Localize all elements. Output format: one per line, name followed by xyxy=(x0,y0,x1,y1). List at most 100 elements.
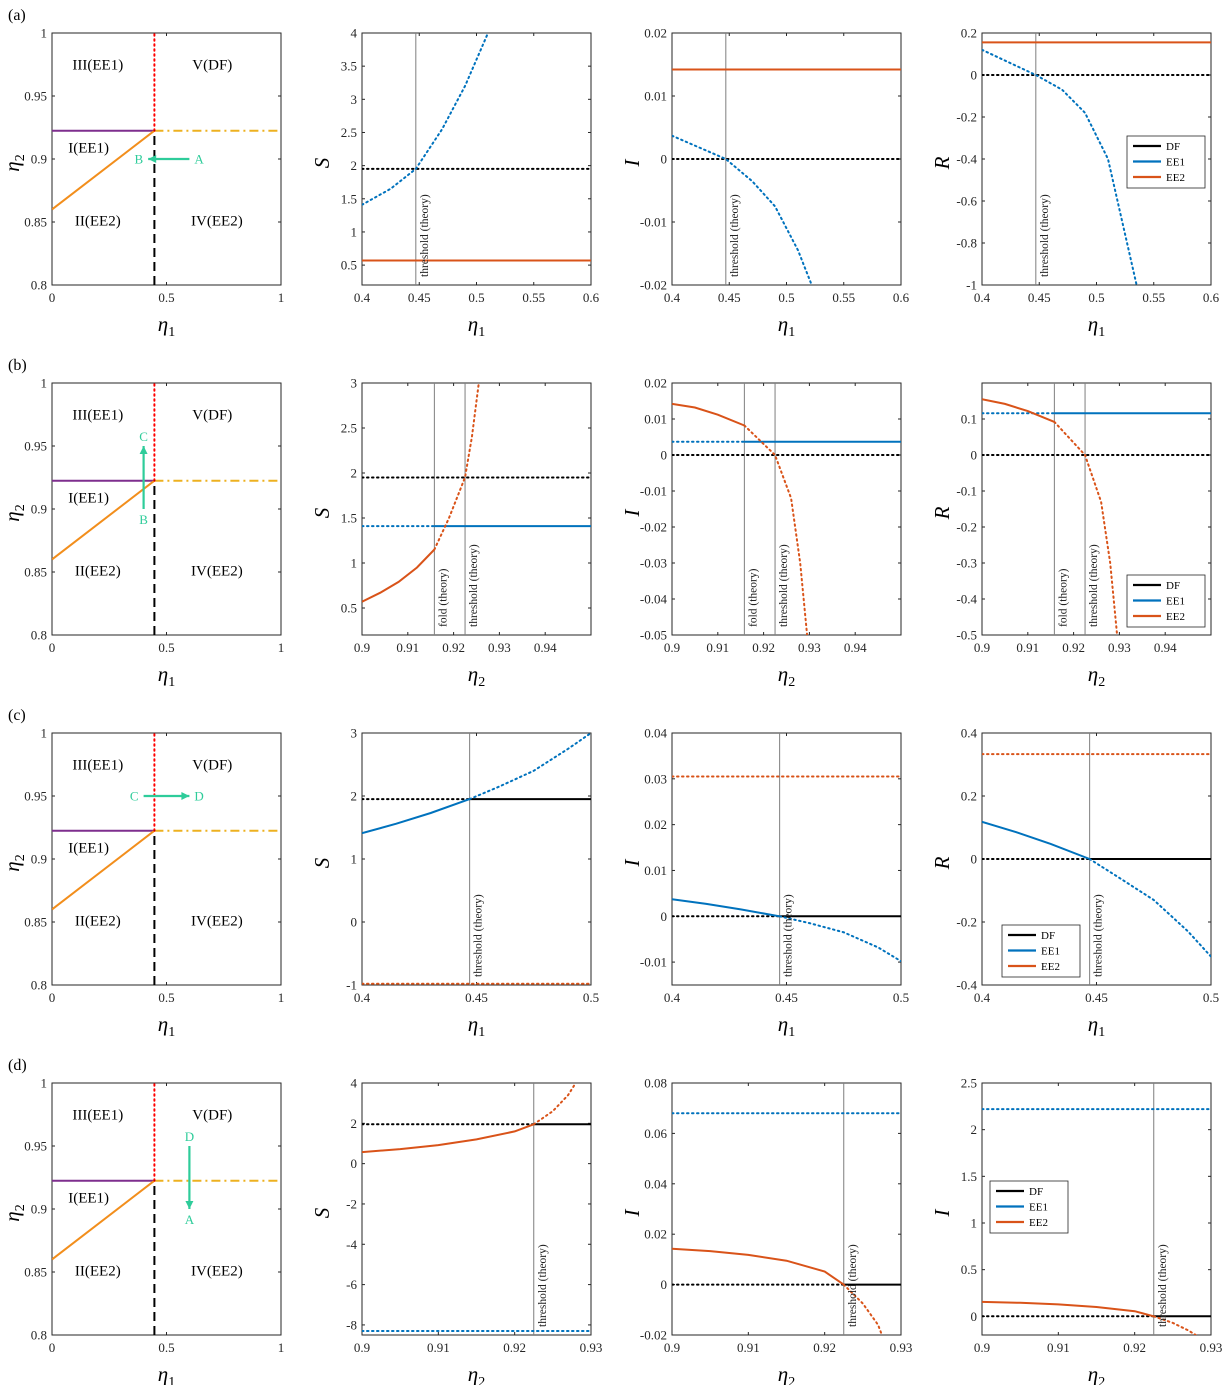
x-tick-label: 0.91 xyxy=(737,1340,760,1355)
x-axis-label: η2 xyxy=(468,1362,485,1385)
series-ee1 xyxy=(672,898,780,918)
reference-line-label: fold (theory) xyxy=(1057,568,1069,627)
y-tick-label: 2.5 xyxy=(341,421,357,436)
y-tick-label: 0.5 xyxy=(341,601,357,616)
plot-frame xyxy=(361,382,592,636)
legend-label-df: DF xyxy=(1041,930,1055,942)
plot-area xyxy=(982,33,1211,285)
y-tick-label: 1 xyxy=(971,1216,978,1231)
y-axis-label-text: I xyxy=(930,1209,954,1218)
x-tick-label: 0.94 xyxy=(534,640,557,655)
y-axis-label: I xyxy=(930,1209,954,1218)
row-label-3: (d) xyxy=(8,1057,27,1074)
y-tick-label: -0.4 xyxy=(956,152,977,167)
y-tick-label: 0.02 xyxy=(644,26,667,41)
y-tick-label: -4 xyxy=(346,1237,357,1252)
y-tick-label: -1 xyxy=(346,978,357,993)
x-tick-label: 0.93 xyxy=(890,1340,913,1355)
y-axis-label-text: R xyxy=(930,856,954,870)
path-point-label: C xyxy=(139,429,148,444)
y-tick-label: 0.02 xyxy=(644,376,667,391)
y-tick-label: -0.01 xyxy=(640,215,667,230)
x-tick-label: 0.93 xyxy=(1108,640,1131,655)
plot-frame xyxy=(361,732,592,986)
reference-line-label: threshold (theory) xyxy=(1088,544,1100,627)
y-tick-label: -0.01 xyxy=(640,484,667,499)
region-label: III(EE1) xyxy=(72,408,123,424)
y-tick-label: 0.8 xyxy=(31,278,47,293)
reference-line-label: threshold (theory) xyxy=(468,544,480,627)
y-tick-label: 0.9 xyxy=(31,1202,47,1217)
x-axis-label: η2 xyxy=(1088,1362,1105,1385)
y-tick-label: 0.9 xyxy=(31,852,47,867)
y-axis-label: S xyxy=(310,857,334,868)
x-tick-label: 0.94 xyxy=(844,640,867,655)
y-tick-label: 0.02 xyxy=(644,1227,667,1242)
y-tick-label: 0.85 xyxy=(24,215,47,230)
region-label: I(EE1) xyxy=(68,491,109,507)
y-tick-label: -6 xyxy=(346,1277,357,1292)
y-tick-label: 0 xyxy=(971,852,978,867)
x-axis-label-text: η1 xyxy=(778,1012,795,1040)
y-axis-label: η2 xyxy=(0,854,28,871)
y-tick-label: -1 xyxy=(966,278,977,293)
y-tick-label: 1 xyxy=(41,26,48,41)
series-ee1 xyxy=(982,820,1090,860)
x-tick-label: 0.6 xyxy=(893,290,910,305)
legend-label-ee2: EE2 xyxy=(1029,1217,1048,1229)
row-label-0: (a) xyxy=(8,7,26,24)
region-label: V(DF) xyxy=(192,1108,232,1124)
y-tick-label: -0.3 xyxy=(956,556,977,571)
x-axis-label: η2 xyxy=(468,662,485,690)
y-tick-label: 4 xyxy=(351,26,358,41)
series-ee1 xyxy=(1088,858,1211,958)
series-ee2 xyxy=(672,402,745,427)
panel-d-I: 0.9 0.91 0.92 0.93 -0.02 0 0.02 0.04 0.06 0.08 η2 I… xyxy=(620,1076,912,1385)
y-tick-label: 3 xyxy=(351,92,358,107)
y-tick-label: -0.04 xyxy=(640,592,668,607)
y-axis-label: R xyxy=(930,156,954,170)
y-tick-label: 2 xyxy=(351,1116,358,1131)
x-tick-label: 0.6 xyxy=(583,290,600,305)
reference-line-label: fold (theory) xyxy=(437,568,449,627)
x-axis-label-text: η1 xyxy=(468,312,485,340)
y-axis-label: η2 xyxy=(0,1204,28,1221)
y-axis-label: I xyxy=(620,509,644,518)
x-tick-label: 0.5 xyxy=(468,290,484,305)
x-tick-label: 0.5 xyxy=(158,640,174,655)
y-tick-label: 4 xyxy=(351,1076,358,1091)
x-tick-label: 0.92 xyxy=(442,640,465,655)
region-label: V(DF) xyxy=(192,408,232,424)
y-tick-label: 0.1 xyxy=(961,412,977,427)
y-tick-label: 3 xyxy=(351,726,358,741)
y-tick-label: 0.95 xyxy=(24,789,47,804)
x-axis-label: η1 xyxy=(778,1012,795,1040)
region-label: V(DF) xyxy=(192,758,232,774)
reference-line-label: threshold (theory) xyxy=(1039,194,1051,277)
y-tick-label: 0.8 xyxy=(31,1328,47,1343)
y-tick-label: 0.8 xyxy=(31,628,47,643)
plot-frame xyxy=(361,1082,592,1336)
plot-area xyxy=(362,1083,591,1335)
x-tick-label: 1 xyxy=(278,990,285,1005)
plot-area xyxy=(362,383,591,635)
series-ee2 xyxy=(982,398,1055,423)
y-tick-label: 0.01 xyxy=(644,89,667,104)
x-tick-label: 0.45 xyxy=(775,990,798,1005)
x-tick-label: 0.94 xyxy=(1154,640,1177,655)
y-tick-label: 0.85 xyxy=(24,1265,47,1280)
legend: DF EE1 EE2 xyxy=(1126,574,1206,628)
y-axis-label-text: η2 xyxy=(0,504,28,521)
region-label: IV(EE2) xyxy=(191,564,243,580)
series-boundary-orange xyxy=(52,479,156,561)
y-tick-label: 2.5 xyxy=(961,1076,977,1091)
series-ee2 xyxy=(1053,420,1119,635)
x-tick-label: 0.91 xyxy=(396,640,419,655)
panel-a-I: 0.4 0.45 0.5 0.55 0.6 -0.02 -0.01 0 0.01 0.02 η1 It… xyxy=(620,26,910,341)
y-tick-label: -8 xyxy=(346,1317,357,1332)
reference-line-label: threshold (theory) xyxy=(473,894,485,977)
x-axis-label-text: η1 xyxy=(778,312,795,340)
x-tick-label: 0.92 xyxy=(1062,640,1085,655)
y-axis-label-text: I xyxy=(620,509,644,518)
